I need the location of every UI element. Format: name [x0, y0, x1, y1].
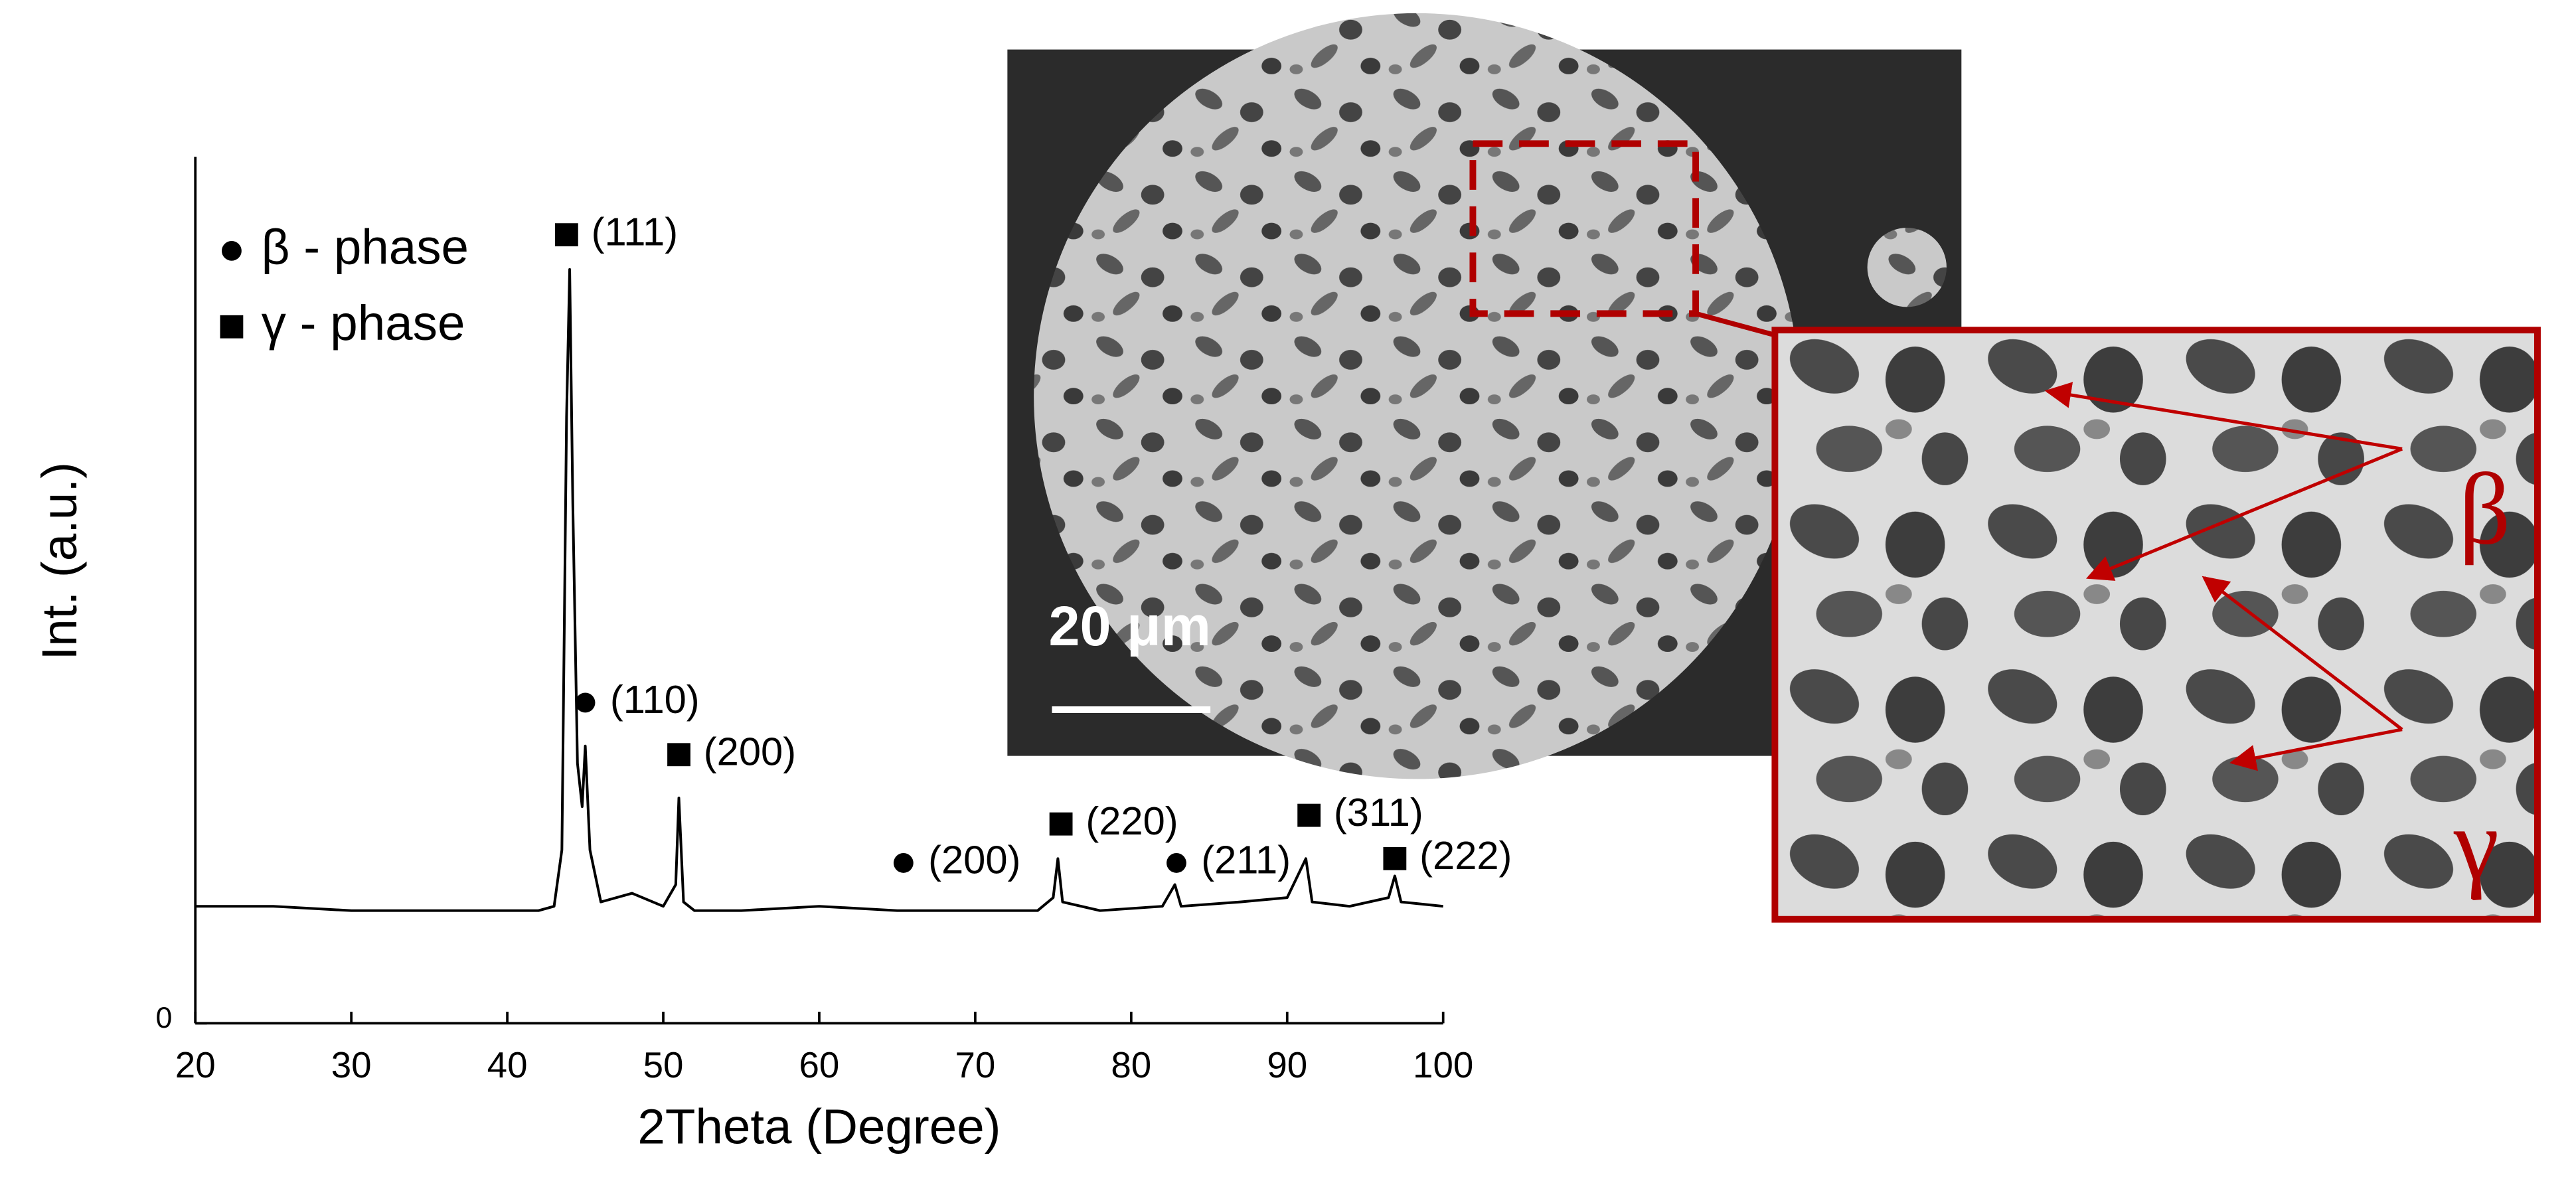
- xrd-chart: 2Theta (Degree) Int. (a.u.) 20 30 40 50 60 70…: [31, 157, 1512, 1154]
- peak-label: (222): [1419, 833, 1512, 878]
- x-tick-label: 30: [331, 1044, 372, 1085]
- peak-label: (211): [1201, 838, 1291, 882]
- peak-label: (200): [928, 838, 1020, 882]
- peak-label: (200): [704, 730, 796, 774]
- peak-label: (111): [592, 209, 678, 254]
- square-marker: [667, 743, 690, 767]
- square-marker: [554, 223, 578, 247]
- x-tick-label: 80: [1111, 1044, 1151, 1085]
- circle-marker: [1167, 852, 1186, 873]
- square-marker: [1383, 846, 1407, 870]
- xrd-line: [195, 268, 1443, 912]
- square-marker: [1297, 803, 1321, 827]
- legend-label: γ - phase: [262, 295, 465, 351]
- x-tick-label: 20: [175, 1044, 216, 1085]
- circle-marker: [221, 240, 242, 261]
- square-marker: [220, 315, 244, 339]
- beta-label: β: [2458, 453, 2510, 566]
- zoom-inset: β γ: [1771, 327, 2541, 923]
- x-tick-label: 70: [955, 1044, 995, 1085]
- peak-label: (110): [610, 677, 700, 722]
- x-tick-label: 100: [1413, 1044, 1473, 1085]
- circle-marker: [575, 692, 596, 713]
- y-axis-label: Int. (a.u.): [31, 462, 87, 660]
- scale-bar-label: 20 μm: [1049, 594, 1211, 657]
- x-tick-label: 40: [487, 1044, 528, 1085]
- gamma-label: γ: [2453, 788, 2499, 901]
- arrows: [2044, 382, 2403, 771]
- peak-label: (311): [1334, 790, 1423, 834]
- square-marker: [1049, 812, 1073, 836]
- legend-label: β - phase: [262, 219, 469, 275]
- peak-label: (220): [1086, 799, 1178, 843]
- x-tick-label: 50: [643, 1044, 684, 1085]
- x-axis-label: 2Theta (Degree): [637, 1099, 1001, 1154]
- x-tick-label: 60: [799, 1044, 840, 1085]
- x-tick-label: 90: [1267, 1044, 1307, 1085]
- circle-marker: [893, 852, 914, 873]
- y-tick-label: 0: [156, 1001, 173, 1034]
